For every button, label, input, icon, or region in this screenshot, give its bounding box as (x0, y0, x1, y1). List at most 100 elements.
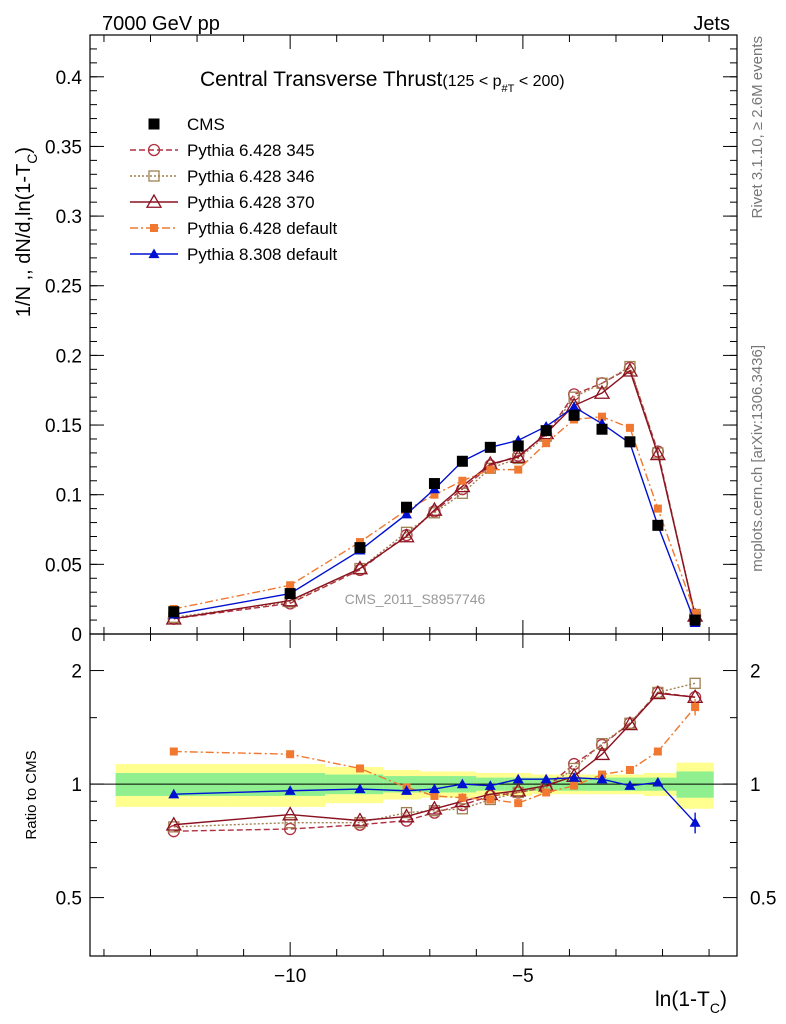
series-line (173, 415, 696, 614)
data-marker (596, 773, 608, 784)
data-marker (355, 538, 364, 547)
data-marker (649, 685, 666, 700)
data-marker (398, 808, 415, 823)
y-tick-label: 0.2 (56, 346, 82, 367)
legend-label: Pythia 6.428 370 (187, 193, 315, 212)
data-marker (148, 248, 160, 259)
ratio-y-tick-label-right: 0.5 (750, 889, 776, 910)
data-marker (568, 401, 580, 412)
legend: CMS Pythia 6.428 345 Pythia 6.428 346 Pythi… (130, 115, 338, 264)
data-marker (428, 783, 440, 794)
data-marker (486, 465, 495, 474)
data-marker (401, 508, 413, 519)
chart-title-cut-end: < 200) (514, 73, 564, 90)
y-axis-label-end: ) (13, 147, 35, 154)
data-marker (512, 440, 524, 452)
data-marker (486, 795, 495, 804)
ratio-line (173, 706, 696, 804)
data-marker (145, 193, 163, 208)
data-marker (401, 785, 413, 795)
legend-item: Pythia 6.428 346 (130, 167, 315, 186)
data-marker (400, 806, 413, 819)
legend-label: Pythia 6.428 default (187, 219, 338, 238)
x-axis-label-end: ) (720, 988, 727, 1011)
data-marker (426, 501, 443, 516)
ratio-series (165, 677, 704, 838)
chart-title: Central Transverse Thrust(125 < p#T < 20… (200, 68, 565, 95)
data-marker (514, 799, 523, 808)
x-tick-label: −10 (274, 966, 306, 987)
ratio-y-tick-label: 0.5 (56, 889, 82, 910)
ratio-axes: 0.5 0.5 1 1 2 2 −10 −5 (56, 634, 776, 987)
y-tick-label: 0 (71, 625, 82, 646)
x-tick-label: −5 (512, 966, 534, 987)
data-marker (355, 764, 364, 773)
y-axis-label: 1/N ,, dN/d,ln(1-TC) (13, 147, 40, 317)
data-marker (282, 806, 299, 821)
data-marker (653, 504, 662, 513)
y-tick-label: 0.1 (56, 486, 82, 507)
data-marker (354, 542, 366, 554)
data-marker (165, 816, 182, 831)
data-marker (542, 439, 551, 448)
energy-label: 7000 GeV pp (102, 13, 220, 35)
y-axis-label-sub: C (24, 154, 40, 164)
ratio-band-green (676, 771, 714, 798)
series-line (173, 369, 696, 620)
data-marker (400, 814, 413, 827)
data-marker (568, 772, 580, 782)
ratio-y-axis-label: Ratio to CMS (23, 750, 40, 839)
data-marker (625, 765, 634, 774)
data-marker (598, 412, 607, 421)
ratio-y-tick-label-right: 1 (750, 775, 761, 796)
data-marker (354, 783, 366, 794)
data-marker (430, 791, 439, 800)
data-marker (652, 519, 664, 531)
data-marker (456, 487, 469, 499)
series-0 (168, 409, 701, 626)
data-marker (458, 793, 467, 802)
data-marker (284, 588, 296, 600)
data-marker (568, 409, 580, 421)
y-tick-label: 0.25 (45, 277, 82, 298)
y-tick-label: 0.35 (45, 137, 82, 158)
main-axes: 0 0.05 0.1 0.15 0.2 0.25 0.3 0.35 0.4 (45, 34, 737, 646)
data-marker (624, 780, 636, 790)
legend-item: Pythia 6.428 370 (130, 193, 315, 212)
data-marker (510, 448, 527, 463)
y-tick-label: 0.4 (56, 68, 83, 89)
data-marker (540, 773, 552, 784)
data-marker (168, 606, 180, 618)
data-marker (286, 750, 295, 759)
y-axis-label-main: 1/N ,, dN/d,ln(1-T (13, 164, 35, 317)
data-marker (147, 143, 161, 157)
data-marker (148, 118, 160, 130)
ratio-line (173, 691, 696, 832)
data-marker (691, 609, 700, 618)
legend-item: CMS (148, 115, 225, 134)
analysis-label: CMS_2011_S8957746 (345, 591, 486, 607)
data-marker (456, 778, 468, 789)
data-marker (570, 781, 579, 790)
chart-title-cut-sub: #T (502, 83, 515, 95)
data-marker (484, 780, 496, 790)
data-marker (625, 423, 634, 432)
data-marker (351, 812, 369, 827)
data-marker (282, 592, 299, 607)
rivet-label: Rivet 3.1.10, ≥ 2.6M events (749, 36, 766, 219)
data-marker (540, 425, 552, 437)
legend-label: CMS (187, 115, 225, 134)
data-marker (401, 501, 413, 513)
data-marker (542, 788, 551, 797)
legend-label: Pythia 8.308 default (187, 245, 338, 264)
data-marker (596, 737, 608, 750)
chart-title-main: Central Transverse Thrust (200, 68, 443, 91)
chart-title-cut: (125 < p (442, 73, 501, 90)
data-marker (286, 581, 295, 590)
data-marker (621, 716, 639, 731)
data-marker (284, 817, 296, 829)
ratio-y-tick-label-right: 2 (750, 662, 761, 683)
data-marker (430, 490, 439, 499)
legend-label: Pythia 6.428 346 (187, 167, 315, 186)
